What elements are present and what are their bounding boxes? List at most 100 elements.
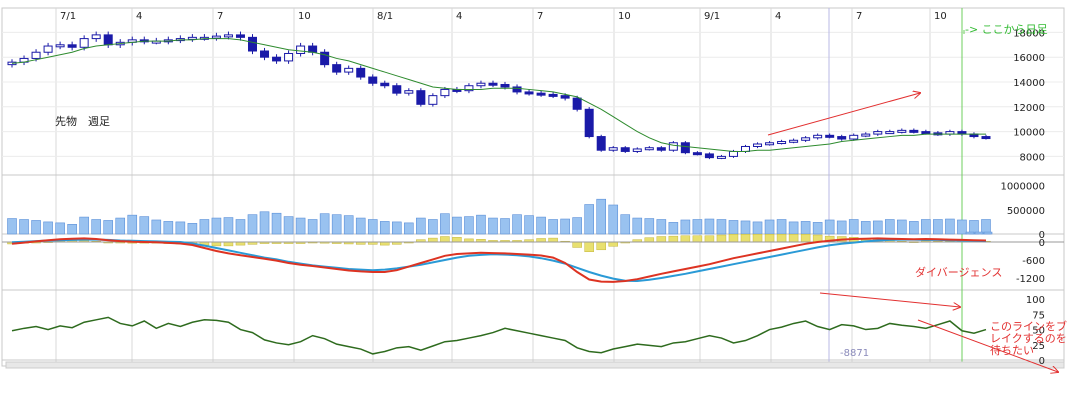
volume-bar-30 xyxy=(367,219,378,235)
volume-bar-17 xyxy=(211,217,222,235)
candle-32 xyxy=(392,85,402,94)
x-tick-label-7: 10 xyxy=(618,11,631,22)
volume-bar-24 xyxy=(295,217,306,235)
macd-line xyxy=(11,237,987,283)
candle-81 xyxy=(981,136,991,140)
price-axis-label-0: 18000 xyxy=(1013,28,1045,39)
candle-51 xyxy=(620,147,630,152)
volume-bar-61 xyxy=(740,220,751,235)
rsi-axis-label-4: 0 xyxy=(1039,356,1045,367)
macd-hist-bar-36 xyxy=(440,236,450,243)
annotation-break-line2: レイクするのを xyxy=(990,332,1067,345)
price-axis-label-2: 14000 xyxy=(1013,78,1045,89)
x-tick-label-11: 10 xyxy=(934,11,947,22)
volume-bar-74 xyxy=(897,219,907,235)
chart-grid xyxy=(1,7,1065,369)
volume-bar-18 xyxy=(223,217,234,235)
candle-17 xyxy=(211,35,221,39)
candle-23 xyxy=(284,52,294,62)
volume-bar-52 xyxy=(632,217,643,235)
macd-hist-bar-62 xyxy=(752,233,763,243)
x-tick-label-3: 10 xyxy=(298,11,311,22)
macd-hist-bar-60 xyxy=(728,233,739,243)
macd-signal-line xyxy=(11,238,987,283)
volume-bar-57 xyxy=(692,219,703,235)
annotation-daily: -> ここから日足 xyxy=(965,23,1048,36)
candle-19 xyxy=(235,34,245,38)
annotation-break-line1: このラインをブ xyxy=(990,319,1067,333)
candle-39 xyxy=(476,82,486,87)
x-tick-label-0: 7/1 xyxy=(60,11,76,22)
volume-panel xyxy=(7,198,993,235)
candle-60 xyxy=(728,150,738,157)
volume-bar-46 xyxy=(560,218,570,235)
candle-70 xyxy=(849,134,859,140)
x-tick-label-10: 7 xyxy=(856,11,862,22)
volume-bar-76 xyxy=(921,219,931,235)
volume-daily-bar-0 xyxy=(965,231,975,235)
volume-bar-10 xyxy=(127,214,138,235)
x-tick-label-8: 9/1 xyxy=(704,11,720,22)
candle-34 xyxy=(416,90,426,105)
candle-69 xyxy=(837,136,847,140)
candle-68 xyxy=(825,134,835,138)
volume-bar-36 xyxy=(440,213,450,235)
macd-hist-bar-47 xyxy=(572,241,582,248)
volume-bar-15 xyxy=(187,223,198,235)
volume-bar-50 xyxy=(608,204,619,235)
annotations xyxy=(767,30,1058,372)
volume-bar-31 xyxy=(379,221,390,235)
volume-bar-51 xyxy=(620,214,631,235)
macd-hist-bar-37 xyxy=(452,237,462,243)
volume-bar-58 xyxy=(704,218,715,235)
candle-50 xyxy=(608,147,618,151)
volume-bar-70 xyxy=(848,219,859,235)
candle-22 xyxy=(272,56,282,62)
candle-36 xyxy=(440,88,450,97)
price-axis-label-4: 10000 xyxy=(1013,128,1045,139)
candle-30 xyxy=(368,76,378,84)
volume-bar-65 xyxy=(788,221,799,235)
scrollbar-track xyxy=(5,361,1065,369)
volume-bar-43 xyxy=(524,215,534,235)
volume-bar-34 xyxy=(416,217,426,235)
candle-57 xyxy=(692,152,702,156)
macd-hist-bar-63 xyxy=(764,233,775,243)
volume-bar-21 xyxy=(259,211,270,235)
volume-bar-69 xyxy=(836,220,847,235)
volume-bar-9 xyxy=(115,217,126,235)
volume-bar-79 xyxy=(957,219,967,235)
volume-axis-label-0: 1000000 xyxy=(1000,182,1045,193)
volume-bar-32 xyxy=(391,221,402,235)
candle-48 xyxy=(584,108,594,138)
volume-bar-73 xyxy=(884,219,895,235)
volume-bar-54 xyxy=(656,219,667,235)
volume-bar-0 xyxy=(7,218,17,235)
volume-bar-60 xyxy=(728,220,739,235)
macd-hist-bar-55 xyxy=(668,235,679,243)
price-trend-arrow xyxy=(767,93,920,136)
candle-43 xyxy=(524,91,534,95)
candle-47 xyxy=(572,97,582,110)
annotation-divergence: ダイバージェンス xyxy=(915,265,1002,279)
candle-24 xyxy=(296,45,306,54)
macd-hist-bar-49 xyxy=(596,241,606,251)
candle-31 xyxy=(380,82,390,87)
volume-bar-25 xyxy=(307,219,318,235)
volume-bar-13 xyxy=(163,221,174,235)
candle-71 xyxy=(861,133,871,137)
axis-labels: 1800016000140001200010000800010000005000… xyxy=(1000,28,1045,367)
x-tick-label-9: 4 xyxy=(775,11,781,22)
volume-bar-45 xyxy=(548,219,558,235)
candle-75 xyxy=(909,129,919,133)
rsi-axis-label-2: 50 xyxy=(1032,326,1045,337)
volume-bar-7 xyxy=(91,219,101,235)
annotation-break-line3: 待ちたい xyxy=(990,343,1034,357)
candle-26 xyxy=(320,51,330,66)
macd-hist-bar-61 xyxy=(740,233,751,243)
volume-bar-28 xyxy=(343,215,354,235)
volume-bar-77 xyxy=(933,219,943,235)
macd-hist-bar-66 xyxy=(800,233,811,243)
macd-axis-label-0: 0 xyxy=(1039,238,1045,249)
